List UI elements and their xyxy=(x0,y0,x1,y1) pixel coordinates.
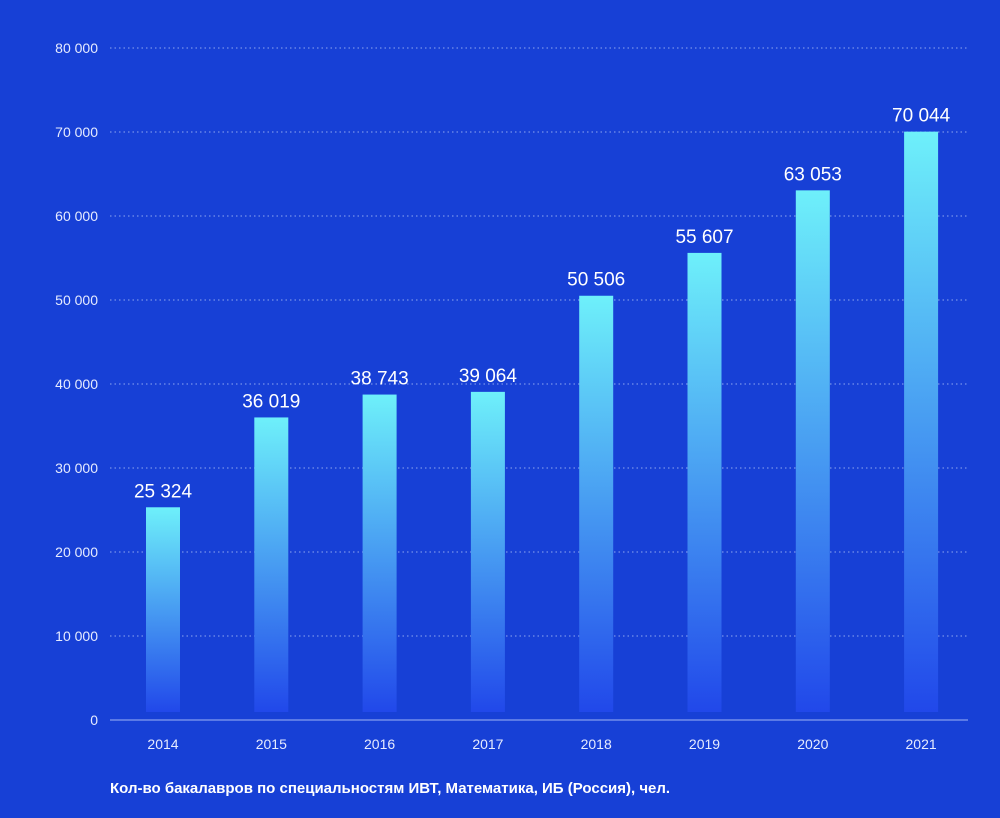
y-tick-label: 80 000 xyxy=(55,40,98,56)
bar-2015 xyxy=(254,417,289,712)
x-tick-label-2015: 2015 xyxy=(256,736,287,752)
y-tick-label: 10 000 xyxy=(55,628,98,644)
gridlines xyxy=(110,47,968,637)
bar-2016 xyxy=(362,394,397,712)
bar-2019 xyxy=(687,252,722,713)
x-tick-label-2021: 2021 xyxy=(906,736,937,752)
y-tick-label: 40 000 xyxy=(55,376,98,392)
bar-2021 xyxy=(904,131,939,713)
value-label-2020: 63 053 xyxy=(784,164,842,185)
value-label-2018: 50 506 xyxy=(567,270,625,291)
x-tick-label-2020: 2020 xyxy=(797,736,828,752)
value-label-2016: 38 743 xyxy=(351,369,409,390)
value-labels: 25 324 36 019 38 743 39 064 50 506 55 607 63 0… xyxy=(134,106,951,503)
y-tick-label: 60 000 xyxy=(55,208,98,224)
x-tick-label-2016: 2016 xyxy=(364,736,395,752)
value-label-2014: 25 324 xyxy=(134,481,193,502)
bar-2018 xyxy=(579,295,614,712)
value-label-2019: 55 607 xyxy=(675,227,733,248)
bar-2020 xyxy=(795,190,830,712)
chart-caption: Кол-во бакалавров по специальностям ИВТ,… xyxy=(110,780,671,797)
value-label-2017: 39 064 xyxy=(459,366,518,387)
x-axis-ticks: 2014 2015 2016 2017 2018 2019 2020 2021 xyxy=(147,736,936,752)
y-tick-label: 20 000 xyxy=(55,544,98,560)
x-tick-label-2018: 2018 xyxy=(581,736,612,752)
value-label-2021: 70 044 xyxy=(892,106,951,127)
bar-2017 xyxy=(470,391,505,712)
y-tick-label: 0 xyxy=(90,712,98,728)
x-tick-label-2017: 2017 xyxy=(472,736,503,752)
y-tick-label: 30 000 xyxy=(55,460,98,476)
x-tick-label-2019: 2019 xyxy=(689,736,720,752)
bars xyxy=(146,131,939,713)
y-axis-ticks: 0 10 000 20 000 30 000 40 000 50 000 60 000 70 … xyxy=(55,40,98,728)
x-tick-label-2014: 2014 xyxy=(147,736,178,752)
value-label-2015: 36 019 xyxy=(242,391,300,412)
y-tick-label: 50 000 xyxy=(55,292,98,308)
y-tick-label: 70 000 xyxy=(55,124,98,140)
bar-2014 xyxy=(146,507,180,712)
